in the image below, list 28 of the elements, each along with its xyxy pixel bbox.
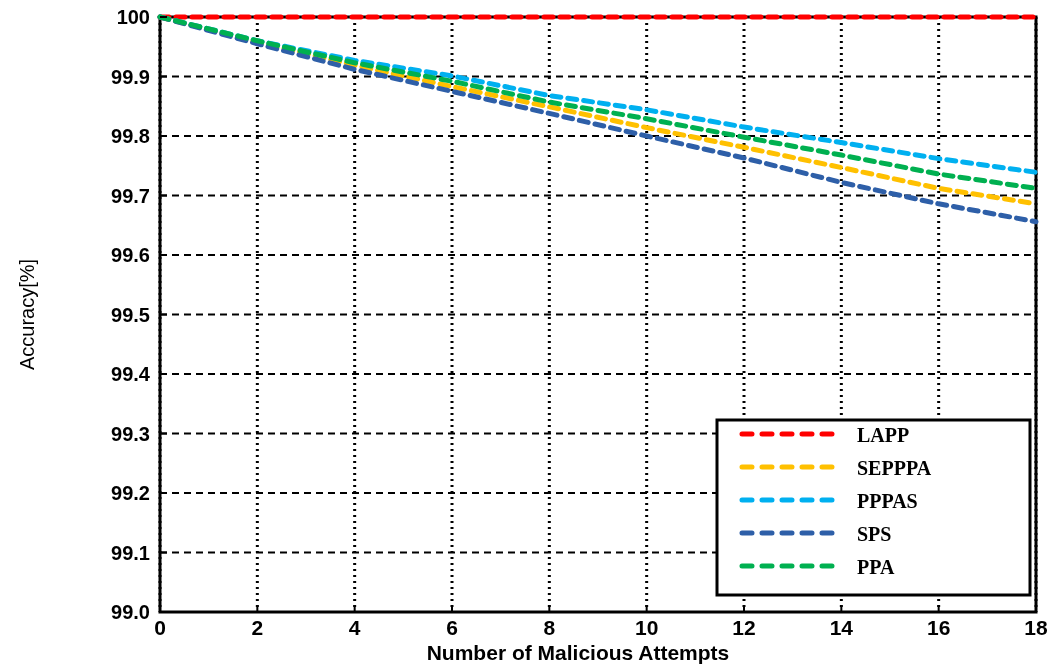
x-tick-label: 8 [543,616,556,639]
x-tick-label: 14 [829,616,854,639]
legend-label: SPS [857,523,892,545]
x-tick-label: 10 [634,616,659,639]
x-tick-label: 2 [251,616,264,639]
x-tick-label: 4 [348,616,361,639]
y-tick-label: 99.7 [111,184,150,207]
x-axis-title: Number of Malicious Attempts [426,641,730,664]
y-tick-label: 99.5 [111,303,150,326]
x-tick-label: 12 [732,616,756,639]
x-tick-label: 18 [1024,616,1048,639]
legend-label: SEPPPA [857,457,932,479]
y-tick-label: 99.2 [111,482,150,504]
legend-label: LAPP [857,424,910,446]
x-tick-label: 0 [154,616,166,639]
y-tick-label: 99.4 [111,363,151,385]
y-tick-label: 99.9 [111,65,150,88]
y-tick-label: 99.8 [111,125,150,147]
legend-label: PPA [857,556,895,578]
y-tick-label: 99.6 [111,244,150,266]
y-tick-label: 99.0 [111,601,150,623]
y-axis-title: Accuracy[%] [16,258,38,371]
x-tick-label: 16 [926,616,951,639]
x-tick-label: 6 [446,616,458,639]
y-tick-label: 99.1 [111,541,150,564]
y-tick-label: 99.3 [111,422,150,445]
y-tick-label: 100 [116,6,150,28]
legend-label: PPPAS [857,490,918,512]
